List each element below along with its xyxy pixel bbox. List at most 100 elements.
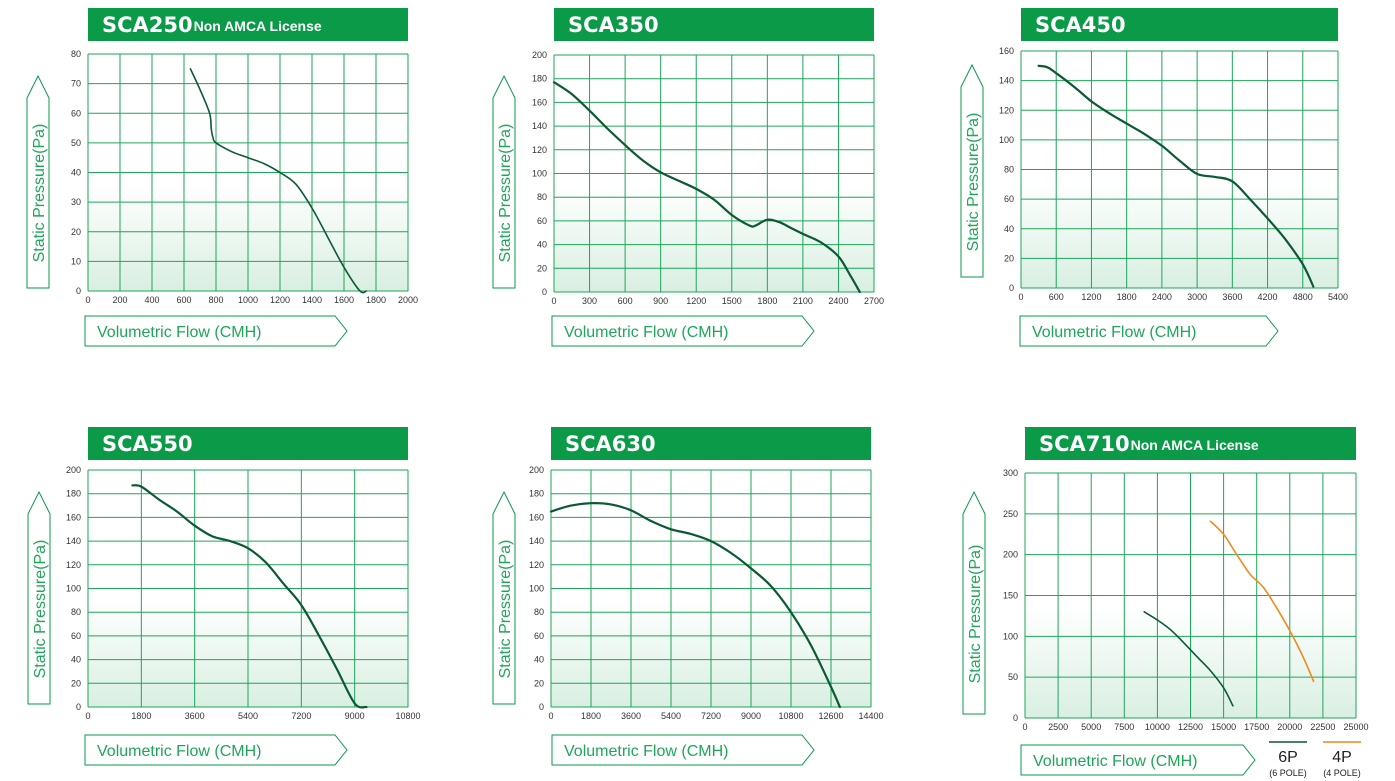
x-tick-label: 1200 bbox=[270, 295, 290, 305]
chart-title: SCA710 bbox=[1039, 432, 1130, 456]
y-tick-label: 40 bbox=[71, 655, 81, 665]
x-axis-label-box bbox=[84, 734, 348, 766]
x-tick-label: 20000 bbox=[1277, 722, 1302, 732]
x-tick-label: 1200 bbox=[1081, 292, 1101, 302]
x-tick-label: 2400 bbox=[828, 296, 848, 306]
x-tick-label: 0 bbox=[85, 295, 90, 305]
x-tick-label: 2000 bbox=[398, 295, 418, 305]
y-axis-label-box bbox=[26, 74, 50, 289]
chart-title-banner bbox=[1021, 8, 1338, 41]
y-tick-label: 200 bbox=[532, 50, 547, 60]
x-tick-label: 12500 bbox=[1178, 722, 1203, 732]
y-axis-label-box bbox=[962, 490, 986, 715]
x-tick-label: 400 bbox=[144, 295, 159, 305]
y-tick-label: 180 bbox=[532, 74, 547, 84]
y-tick-label: 200 bbox=[1003, 550, 1018, 560]
chart-title-banner bbox=[88, 8, 408, 41]
y-tick-label: 0 bbox=[539, 702, 544, 712]
x-tick-label: 0 bbox=[85, 711, 90, 721]
legend-label-6p: 6P bbox=[1278, 749, 1298, 766]
y-axis-label-box bbox=[492, 490, 516, 705]
series-line-1 bbox=[1037, 64, 1315, 288]
chart-subtitle: Non AMCA License bbox=[1131, 437, 1259, 453]
y-tick-label: 20 bbox=[537, 263, 547, 273]
x-axis-label-box bbox=[551, 315, 815, 347]
y-tick-label: 30 bbox=[71, 197, 81, 207]
y-tick-label: 180 bbox=[529, 489, 544, 499]
y-axis-label-box bbox=[960, 63, 984, 278]
chart-title: SCA450 bbox=[1035, 13, 1126, 37]
x-tick-label: 800 bbox=[208, 295, 223, 305]
x-tick-label: 2500 bbox=[1048, 722, 1068, 732]
y-tick-label: 60 bbox=[534, 631, 544, 641]
x-tick-label: 0 bbox=[1022, 722, 1027, 732]
y-tick-label: 0 bbox=[1009, 283, 1014, 293]
x-tick-label: 0 bbox=[1018, 292, 1023, 302]
x-tick-label: 1600 bbox=[334, 295, 354, 305]
x-tick-label: 9000 bbox=[345, 711, 365, 721]
x-axis-label-box bbox=[84, 315, 348, 347]
y-axis-label-box bbox=[492, 74, 516, 289]
y-tick-label: 0 bbox=[1013, 713, 1018, 723]
chart-title: SCA550 bbox=[102, 432, 193, 456]
y-tick-label: 160 bbox=[66, 512, 81, 522]
y-tick-label: 60 bbox=[537, 216, 547, 226]
x-tick-label: 7500 bbox=[1114, 722, 1134, 732]
chart-title: SCA250 bbox=[102, 13, 193, 37]
y-tick-label: 80 bbox=[71, 49, 81, 59]
y-tick-label: 80 bbox=[534, 607, 544, 617]
y-tick-label: 140 bbox=[529, 536, 544, 546]
y-axis-label: Static Pressure(Pa) bbox=[965, 113, 982, 252]
y-tick-label: 70 bbox=[71, 79, 81, 89]
x-tick-label: 5400 bbox=[661, 711, 681, 721]
y-tick-label: 120 bbox=[529, 560, 544, 570]
chart-title: SCA350 bbox=[568, 13, 659, 37]
y-tick-label: 140 bbox=[999, 76, 1014, 86]
x-tick-label: 14400 bbox=[858, 711, 883, 721]
y-tick-label: 140 bbox=[532, 121, 547, 131]
y-tick-label: 0 bbox=[76, 702, 81, 712]
chart-title-banner bbox=[1025, 427, 1356, 460]
x-tick-label: 22500 bbox=[1310, 722, 1335, 732]
y-tick-label: 100 bbox=[1003, 631, 1018, 641]
x-tick-label: 3600 bbox=[185, 711, 205, 721]
x-tick-label: 1500 bbox=[722, 296, 742, 306]
y-tick-label: 100 bbox=[529, 584, 544, 594]
chart-panel-sca550: SCA550 0 1800 3600 5400 7200 9000 10800 0 20 40 60 8… bbox=[27, 427, 421, 766]
y-tick-label: 20 bbox=[71, 227, 81, 237]
y-tick-label: 120 bbox=[66, 560, 81, 570]
x-axis-label-box bbox=[551, 734, 815, 766]
y-tick-label: 80 bbox=[1004, 165, 1014, 175]
x-tick-label: 2700 bbox=[864, 296, 884, 306]
y-axis-label: Static Pressure(Pa) bbox=[497, 124, 514, 263]
y-tick-label: 160 bbox=[529, 512, 544, 522]
y-tick-label: 40 bbox=[537, 240, 547, 250]
y-tick-label: 80 bbox=[71, 607, 81, 617]
x-tick-label: 600 bbox=[176, 295, 191, 305]
x-tick-label: 300 bbox=[582, 296, 597, 306]
x-tick-label: 1800 bbox=[1117, 292, 1137, 302]
y-tick-label: 10 bbox=[71, 256, 81, 266]
chart-title-banner bbox=[551, 427, 871, 460]
y-tick-label: 40 bbox=[534, 655, 544, 665]
chart-title-banner bbox=[554, 8, 874, 41]
y-tick-label: 0 bbox=[542, 287, 547, 297]
y-tick-label: 60 bbox=[1004, 194, 1014, 204]
x-axis-label: Volumetric Flow (CMH) bbox=[564, 324, 728, 341]
x-tick-label: 1400 bbox=[302, 295, 322, 305]
x-tick-label: 1800 bbox=[757, 296, 777, 306]
x-tick-label: 900 bbox=[653, 296, 668, 306]
y-tick-label: 50 bbox=[1008, 672, 1018, 682]
y-tick-label: 0 bbox=[76, 286, 81, 296]
x-tick-label: 1000 bbox=[238, 295, 258, 305]
legend-sublabel-6p: (6 POLE) bbox=[1269, 768, 1307, 778]
y-tick-label: 140 bbox=[66, 536, 81, 546]
x-tick-label: 9000 bbox=[741, 711, 761, 721]
y-tick-label: 100 bbox=[532, 169, 547, 179]
y-axis-label: Static Pressure(Pa) bbox=[967, 545, 984, 684]
x-tick-label: 1800 bbox=[581, 711, 601, 721]
x-tick-label: 1200 bbox=[686, 296, 706, 306]
